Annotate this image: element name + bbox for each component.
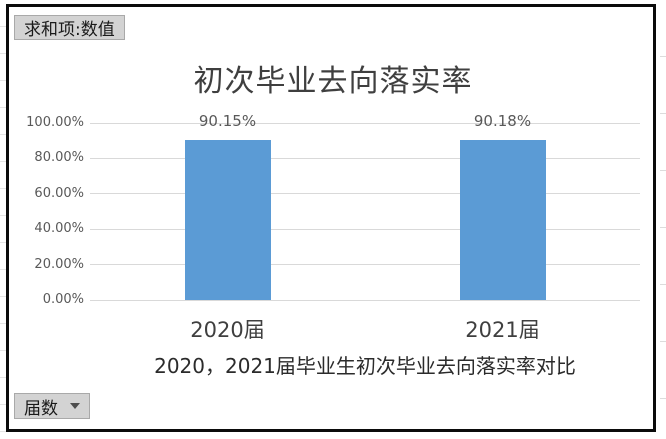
x-axis: 2020届 2021届	[90, 314, 640, 344]
y-axis-tick-label: 20.00%	[34, 256, 84, 272]
x-axis-category-label: 2021届	[465, 318, 540, 342]
gridline	[90, 299, 640, 301]
spreadsheet-gridlines-left	[0, 0, 6, 439]
gridline	[90, 122, 640, 124]
pivot-value-field-label: 求和项:数值	[24, 20, 115, 40]
spreadsheet-gridlines-right	[660, 0, 666, 439]
bar-2021届	[459, 140, 546, 300]
plot-area	[90, 122, 640, 301]
x-axis-category-label: 2020届	[190, 318, 265, 342]
dropdown-arrow-icon[interactable]	[70, 403, 80, 409]
bar-data-label: 90.18%	[473, 112, 532, 131]
pivot-chart-frame	[6, 4, 656, 432]
y-axis-tick-label: 80.00%	[34, 150, 84, 166]
y-axis-tick-label: 60.00%	[34, 185, 84, 201]
chart-caption: 2020，2021届毕业生初次毕业去向落实率对比	[154, 354, 576, 378]
y-axis-tick-label: 100.00%	[26, 115, 84, 130]
pivot-value-field-button[interactable]: 求和项:数值	[14, 15, 125, 40]
gridline	[90, 157, 640, 159]
chart-title: 初次毕业去向落实率	[193, 64, 473, 99]
pivot-axis-field-button[interactable]: 届数	[14, 393, 90, 419]
y-axis-tick-label: 0.00%	[42, 292, 84, 307]
gridline	[90, 193, 640, 195]
gridline	[90, 228, 640, 230]
bar-data-label: 90.15%	[198, 112, 257, 131]
pivot-axis-field-label: 届数	[24, 398, 58, 419]
gridline	[90, 264, 640, 266]
y-axis-tick-label: 40.00%	[34, 221, 84, 237]
bar-2020届	[184, 140, 271, 300]
